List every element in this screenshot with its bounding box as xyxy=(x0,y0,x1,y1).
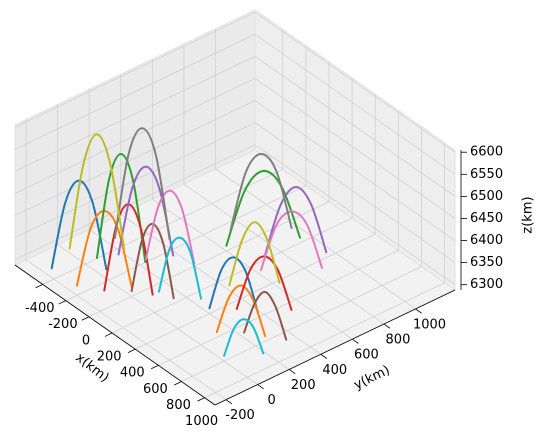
z-tick-label: 6500 xyxy=(470,189,503,204)
grid-line xyxy=(254,122,456,263)
y-axis-line xyxy=(214,289,456,406)
x-tick-label: 400 xyxy=(120,366,145,381)
y-tick xyxy=(383,323,391,329)
y-tick xyxy=(415,308,422,314)
grid-line xyxy=(88,229,290,370)
trajectory xyxy=(229,152,293,232)
trajectory xyxy=(157,236,203,300)
z-tick-label: 6350 xyxy=(470,255,503,270)
trajectory xyxy=(243,290,288,341)
grid-line xyxy=(183,183,385,325)
panes xyxy=(14,9,456,406)
grid-line xyxy=(254,100,456,241)
trajectory xyxy=(225,169,302,247)
x-tick-label: -200 xyxy=(48,317,78,332)
y-tick-label: 200 xyxy=(291,378,316,393)
z-tick-label: 6550 xyxy=(470,167,503,182)
z-tick-label: 6400 xyxy=(470,233,503,248)
y-tick xyxy=(257,384,264,390)
x-tick xyxy=(35,284,43,289)
trajectory xyxy=(260,210,324,271)
z-tick-label: 6300 xyxy=(470,277,503,292)
grid-line xyxy=(204,282,445,399)
grid-line xyxy=(254,144,456,286)
grid-line xyxy=(120,213,322,355)
y-tick-label: 800 xyxy=(386,333,411,348)
grid-line xyxy=(254,56,456,197)
x-tick-label: 200 xyxy=(97,349,122,364)
grid-line xyxy=(57,244,258,385)
grid-line xyxy=(158,249,399,366)
trajectory xyxy=(264,186,328,256)
y-tick-label: -200 xyxy=(225,408,255,423)
y-tick-label: 1000 xyxy=(413,317,446,332)
grid-line xyxy=(14,144,256,261)
y-tick xyxy=(352,338,359,344)
x-tick xyxy=(174,381,182,386)
grid-line xyxy=(181,266,422,382)
x-tick xyxy=(58,300,67,305)
trajectory xyxy=(223,318,265,357)
grid-line xyxy=(215,168,416,310)
x-tick xyxy=(127,348,136,353)
y-tick-label: 600 xyxy=(354,348,379,363)
grid-line xyxy=(14,56,256,172)
x-tick xyxy=(104,332,113,337)
z-tick-label: 6600 xyxy=(470,145,503,160)
trajectory xyxy=(228,221,281,287)
trajectory xyxy=(215,284,267,338)
trajectory xyxy=(50,179,108,271)
trajectory xyxy=(95,153,147,264)
trajectory xyxy=(235,255,293,311)
grid-line xyxy=(135,233,376,350)
x-axis-line xyxy=(14,264,216,406)
grid-line xyxy=(14,33,256,150)
trajectory xyxy=(113,127,171,241)
trajectories xyxy=(50,127,328,357)
y-tick xyxy=(320,353,328,359)
x-tick-label: 0 xyxy=(82,333,90,348)
grid-line xyxy=(42,169,283,285)
x-tick-label: 800 xyxy=(166,398,191,413)
y-tick-label: 400 xyxy=(322,363,347,378)
trajectory xyxy=(144,189,196,265)
grid-line xyxy=(254,33,456,175)
y-tick-label: 0 xyxy=(267,393,275,408)
grid-line xyxy=(14,11,256,128)
trajectory xyxy=(208,256,259,314)
x-tick xyxy=(81,316,90,321)
x-tick-label: 1000 xyxy=(185,414,218,429)
x-tick-label: 600 xyxy=(143,382,168,397)
y-tick xyxy=(225,399,233,405)
x-tick xyxy=(197,397,205,402)
grid-line xyxy=(254,11,456,153)
grid-line xyxy=(254,78,456,219)
x-tick-label: -400 xyxy=(25,301,55,316)
z-tick-label: 6450 xyxy=(470,211,503,226)
x-tick xyxy=(150,364,159,370)
y-axis-label: y(km) xyxy=(352,363,393,393)
z-axis-label: z(km) xyxy=(521,196,536,233)
trajectory xyxy=(68,133,126,251)
y-tick xyxy=(288,369,296,374)
grid-line xyxy=(14,100,256,216)
grid-line xyxy=(25,259,227,401)
